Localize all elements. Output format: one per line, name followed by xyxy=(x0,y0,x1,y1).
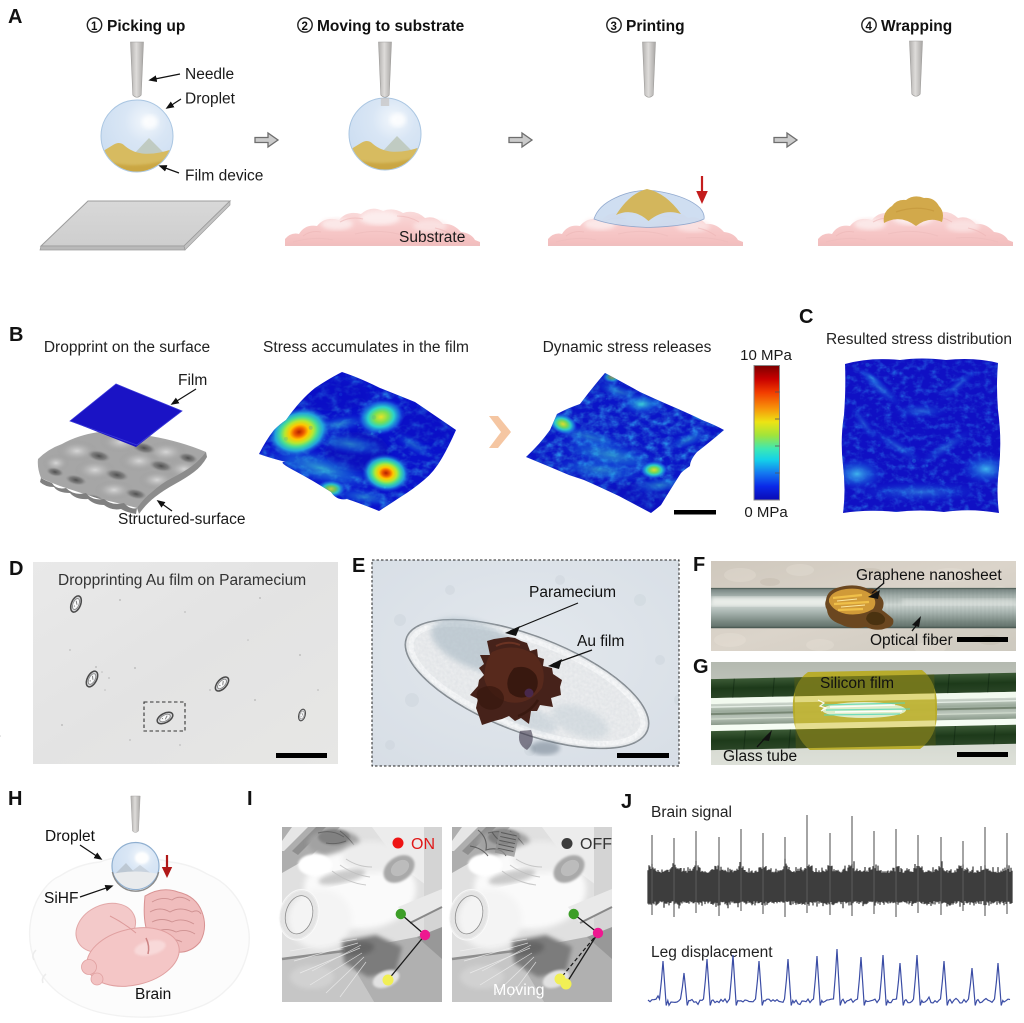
svg-text:E: E xyxy=(352,555,365,577)
svg-text:A: A xyxy=(8,6,22,28)
svg-text:10 MPa: 10 MPa xyxy=(740,347,792,364)
svg-text:Film: Film xyxy=(178,372,207,389)
svg-text:Paramecium: Paramecium xyxy=(529,584,616,601)
svg-text:OFF: OFF xyxy=(580,836,612,853)
svg-text:Dropprint on the surface: Dropprint on the surface xyxy=(44,339,210,356)
svg-text:Au film: Au film xyxy=(577,633,624,650)
svg-text:4: 4 xyxy=(866,21,873,33)
svg-text:Moving: Moving xyxy=(493,982,545,999)
svg-text:F: F xyxy=(693,554,705,576)
svg-text:H: H xyxy=(8,788,22,810)
svg-text:Graphene nanosheet: Graphene nanosheet xyxy=(856,567,1002,584)
svg-text:D: D xyxy=(9,558,23,580)
svg-text:Film device: Film device xyxy=(185,168,263,185)
svg-text:Droplet: Droplet xyxy=(45,828,96,845)
svg-text:Resulted stress distribution: Resulted stress distribution xyxy=(826,331,1012,348)
svg-text:Printing: Printing xyxy=(626,18,685,35)
svg-text:Brain: Brain xyxy=(135,986,171,1003)
svg-text:Stress accumulates in the film: Stress accumulates in the film xyxy=(263,339,469,356)
svg-text:Dropprinting Au film on Parame: Dropprinting Au film on Paramecium xyxy=(58,572,306,589)
svg-text:Picking up: Picking up xyxy=(107,18,185,35)
svg-text:I: I xyxy=(247,788,253,810)
svg-text:Wrapping: Wrapping xyxy=(881,18,952,35)
svg-text:1: 1 xyxy=(91,21,98,33)
svg-text:Brain signal: Brain signal xyxy=(651,804,732,821)
svg-text:2: 2 xyxy=(302,21,308,33)
svg-text:C: C xyxy=(799,306,813,328)
svg-text:G: G xyxy=(693,656,709,678)
svg-text:Glass tube: Glass tube xyxy=(723,748,797,765)
svg-text:Moving to substrate: Moving to substrate xyxy=(317,18,465,35)
svg-text:3: 3 xyxy=(611,21,617,33)
svg-text:Leg displacement: Leg displacement xyxy=(651,944,773,961)
svg-text:Silicon film: Silicon film xyxy=(820,675,894,692)
svg-text:Droplet: Droplet xyxy=(185,91,236,108)
svg-text:B: B xyxy=(9,324,23,346)
svg-text:0 MPa: 0 MPa xyxy=(744,504,788,521)
svg-text:Substrate: Substrate xyxy=(399,229,465,246)
svg-text:Structured-surface: Structured-surface xyxy=(118,511,246,528)
svg-text:SiHF: SiHF xyxy=(44,890,78,907)
svg-text:J: J xyxy=(621,791,632,813)
svg-text:Needle: Needle xyxy=(185,66,234,83)
svg-text:Optical fiber: Optical fiber xyxy=(870,632,953,649)
svg-text:Dynamic stress releases: Dynamic stress releases xyxy=(543,339,712,356)
svg-text:ON: ON xyxy=(411,836,435,853)
